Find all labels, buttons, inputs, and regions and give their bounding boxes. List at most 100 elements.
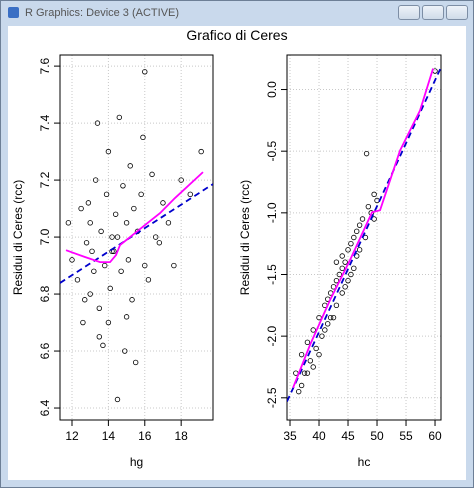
point: [316, 351, 322, 358]
point: [87, 220, 93, 226]
x-tick-label: 18: [174, 429, 188, 443]
point: [371, 191, 377, 198]
point: [152, 234, 159, 240]
point: [310, 327, 316, 333]
point: [132, 359, 139, 366]
point: [69, 257, 75, 263]
point: [142, 69, 148, 75]
point: [304, 339, 311, 346]
point: [333, 259, 340, 265]
point: [359, 216, 366, 222]
point: [351, 234, 357, 241]
y-tick-label: 6.6: [38, 342, 52, 359]
point: [178, 177, 184, 183]
point: [127, 163, 133, 169]
y-tick-label: -2.5: [265, 387, 279, 408]
point: [94, 120, 101, 126]
x-tick-label: 12: [65, 429, 79, 443]
point: [325, 321, 331, 327]
point: [348, 271, 354, 278]
point: [354, 228, 360, 235]
app-icon: [8, 7, 19, 18]
maximize-button[interactable]: [422, 5, 444, 20]
y-tick-label: 7.0: [38, 228, 52, 245]
point: [330, 314, 337, 321]
point: [96, 334, 102, 340]
point: [91, 268, 97, 274]
point: [310, 364, 316, 370]
point: [149, 171, 155, 178]
point: [298, 382, 305, 389]
point: [342, 284, 348, 290]
y-tick-label: -1.5: [265, 264, 279, 285]
x-tick-label: 14: [102, 429, 116, 443]
point: [165, 220, 172, 226]
point: [78, 205, 84, 212]
point: [333, 302, 340, 309]
plot-box: [286, 54, 442, 421]
point: [356, 222, 363, 228]
point: [304, 370, 311, 376]
chart-title: Grafico di Ceres: [186, 27, 287, 43]
point: [105, 319, 112, 326]
point: [83, 240, 90, 246]
point: [138, 191, 144, 198]
point: [114, 396, 121, 403]
y-tick-label: -1.0: [265, 202, 279, 223]
point: [198, 148, 204, 155]
point: [125, 257, 132, 263]
point: [89, 248, 95, 255]
fit-line: [60, 183, 213, 284]
plot-box: [59, 54, 214, 421]
point: [356, 247, 363, 253]
point: [296, 388, 302, 395]
window-title: R Graphics: Device 3 (ACTIVE): [25, 7, 180, 19]
point: [105, 148, 112, 155]
point: [156, 240, 163, 246]
point: [160, 200, 166, 206]
point: [116, 114, 123, 121]
point: [102, 262, 108, 269]
y-axis-label: Residui di Ceres (rcc): [11, 180, 25, 295]
close-button[interactable]: [446, 5, 468, 20]
x-axis-label: hg: [130, 455, 143, 469]
point: [313, 345, 319, 352]
point: [109, 234, 115, 240]
point: [65, 220, 72, 226]
point: [301, 370, 308, 376]
y-axis-label: Residui di Ceres (rcc): [238, 180, 252, 295]
point: [87, 291, 93, 297]
x-tick-label: 35: [283, 429, 297, 443]
minimize-button[interactable]: [398, 5, 420, 20]
point: [339, 290, 345, 296]
point: [112, 211, 119, 217]
point: [322, 327, 328, 333]
point: [345, 277, 351, 284]
x-axis-label: hc: [358, 455, 371, 469]
point: [123, 220, 130, 226]
y-tick-label: 0.0: [265, 81, 279, 98]
point: [351, 265, 357, 272]
point: [96, 305, 102, 312]
y-tick-label: 7.6: [38, 57, 52, 74]
point: [336, 271, 343, 278]
point: [74, 277, 81, 283]
y-tick-label: 6.4: [38, 399, 52, 416]
point: [82, 297, 88, 303]
point: [348, 240, 354, 247]
fit-line: [292, 68, 434, 389]
y-tick-label: 7.4: [38, 114, 52, 131]
x-tick-label: 50: [370, 429, 384, 443]
point: [100, 342, 106, 349]
point: [120, 183, 126, 189]
x-tick-label: 60: [428, 429, 442, 443]
point: [342, 259, 348, 265]
point: [98, 228, 104, 235]
point: [145, 277, 152, 283]
point: [85, 200, 92, 206]
point: [103, 191, 110, 198]
point: [114, 234, 121, 240]
point: [92, 177, 99, 183]
fit-line: [65, 171, 204, 264]
point: [171, 262, 177, 269]
